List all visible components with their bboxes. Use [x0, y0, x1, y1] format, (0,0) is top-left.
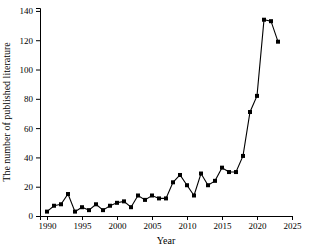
- marker: [45, 210, 49, 214]
- x-tick: 1995: [74, 216, 93, 231]
- y-tick-mark: [36, 99, 40, 100]
- marker: [213, 179, 217, 183]
- y-tick-label: 80: [24, 94, 34, 104]
- marker: [248, 110, 252, 114]
- x-tick-mark: [117, 216, 118, 220]
- x-tick-mark: [152, 216, 153, 220]
- y-tick-label: 20: [24, 182, 34, 192]
- marker: [59, 202, 63, 206]
- y-tick: 20: [24, 182, 40, 192]
- x-axis-title: Year: [157, 235, 176, 246]
- marker: [108, 204, 112, 208]
- marker: [73, 210, 77, 214]
- y-tick-mark: [36, 187, 40, 188]
- marker: [129, 205, 133, 209]
- y-tick: 40: [24, 153, 40, 163]
- marker: [255, 94, 259, 98]
- x-tick-label: 2015: [214, 221, 233, 231]
- x-tick-label: 2005: [144, 221, 163, 231]
- marker: [192, 193, 196, 197]
- x-tick-mark: [47, 216, 48, 220]
- marker: [171, 180, 175, 184]
- x-tick-mark: [187, 216, 188, 220]
- x-axis-line: [41, 217, 293, 221]
- marker: [164, 196, 168, 200]
- y-tick: 120: [20, 36, 41, 46]
- marker: [80, 205, 84, 209]
- x-tick-mark: [222, 216, 223, 220]
- x-tick: 1990: [39, 216, 58, 231]
- y-axis: 0 20 40 60 80 100 120 140: [20, 6, 41, 221]
- y-tick: 80: [24, 94, 40, 104]
- marker: [150, 193, 154, 197]
- marker: [94, 202, 98, 206]
- chart: 1990 1995 2000 2005 2010 2015 2020 2025 0 20 40 60 8…: [0, 0, 312, 248]
- x-tick: 2005: [144, 216, 163, 231]
- x-tick-mark: [82, 216, 83, 220]
- y-tick-mark: [36, 216, 40, 217]
- marker: [136, 193, 140, 197]
- y-tick-label: 0: [29, 211, 34, 221]
- y-tick-label: 140: [20, 6, 34, 16]
- marker: [87, 208, 91, 212]
- marker: [262, 18, 266, 22]
- x-tick: 2000: [109, 216, 128, 231]
- y-tick-mark: [36, 11, 40, 12]
- y-tick-mark: [36, 128, 40, 129]
- y-tick: 100: [20, 65, 41, 75]
- marker: [115, 201, 119, 205]
- x-tick-label: 1995: [74, 221, 93, 231]
- marker: [276, 40, 280, 44]
- y-tick: 0: [29, 211, 41, 221]
- y-tick: 140: [20, 6, 41, 16]
- marker: [269, 19, 273, 23]
- x-tick: 2025: [284, 216, 303, 231]
- x-tick-label: 2000: [109, 221, 128, 231]
- y-axis-title: The number of published literature: [1, 42, 12, 182]
- y-tick-label: 40: [24, 153, 34, 163]
- marker: [227, 170, 231, 174]
- y-tick-mark: [36, 70, 40, 71]
- x-tick-mark: [257, 216, 258, 220]
- marker: [157, 196, 161, 200]
- x-tick-mark: [292, 216, 293, 220]
- x-tick: 2020: [249, 216, 268, 231]
- marker: [66, 192, 70, 196]
- marker: [199, 172, 203, 176]
- marker: [122, 199, 126, 203]
- x-tick-label: 2010: [179, 221, 198, 231]
- line: [47, 20, 278, 212]
- marker: [178, 173, 182, 177]
- marker: [220, 166, 224, 170]
- y-tick: 60: [24, 123, 40, 133]
- y-tick-label: 60: [24, 123, 34, 133]
- x-tick-label: 1990: [39, 221, 58, 231]
- x-tick: 2015: [214, 216, 233, 231]
- x-tick-label: 2025: [284, 221, 303, 231]
- x-tick-label: 2020: [249, 221, 268, 231]
- marker: [241, 154, 245, 158]
- series: [45, 18, 280, 214]
- marker: [143, 198, 147, 202]
- x-tick: 2010: [179, 216, 198, 231]
- y-tick-mark: [36, 157, 40, 158]
- x-axis: 1990 1995 2000 2005 2010 2015 2020 2025: [39, 216, 303, 231]
- y-tick-label: 100: [20, 65, 34, 75]
- marker: [206, 183, 210, 187]
- y-tick-mark: [36, 40, 40, 41]
- plot: 1990 1995 2000 2005 2010 2015 2020 2025 0 20 40 60 8…: [20, 6, 303, 231]
- marker: [234, 170, 238, 174]
- marker: [185, 183, 189, 187]
- y-axis-line: [36, 9, 41, 217]
- marker: [101, 208, 105, 212]
- marker: [52, 204, 56, 208]
- y-tick-label: 120: [20, 36, 34, 46]
